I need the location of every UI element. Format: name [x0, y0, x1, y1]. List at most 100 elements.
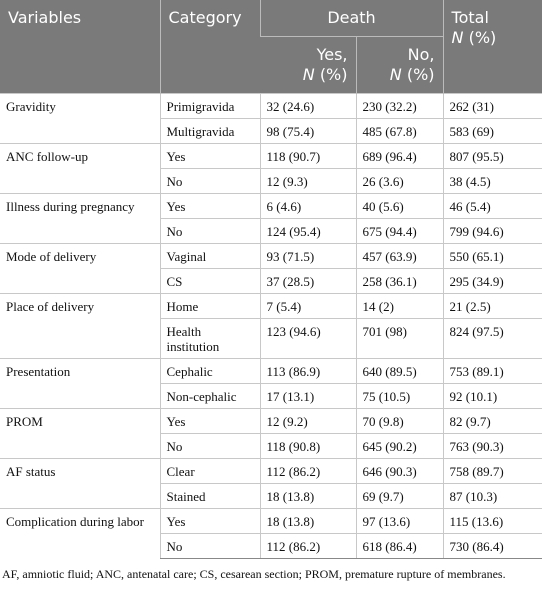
header-cell: Death	[259, 0, 444, 37]
category-cell: Vaginal	[159, 243, 260, 269]
header-text: (%)	[406, 65, 435, 84]
value-cell: 98 (75.4)	[259, 118, 356, 144]
value-cell: 295 (34.9)	[442, 268, 542, 294]
category-cell: Yes	[159, 508, 260, 534]
value-cell: 112 (86.2)	[259, 458, 356, 484]
variable-cell: Illness during pregnancy	[0, 193, 160, 244]
variable-cell: AF status	[0, 458, 160, 509]
variable-cell: Complication during labor	[0, 508, 160, 559]
table-row: Non-cephalic 17 (13.1) 75 (10.5) 92 (10.1)	[0, 383, 542, 409]
category-cell: Stained	[159, 483, 260, 509]
category-cell: Multigravida	[159, 118, 260, 144]
category-cell: Health institution	[159, 318, 260, 359]
value-cell: 618 (86.4)	[355, 533, 444, 559]
value-cell: 21 (2.5)	[442, 293, 542, 319]
variable-cell: Presentation	[0, 358, 160, 409]
category-cell: No	[159, 433, 260, 459]
value-cell: 32 (24.6)	[259, 93, 356, 119]
value-cell: 645 (90.2)	[355, 433, 444, 459]
header-cell: Total N (%)	[442, 0, 542, 94]
value-cell: 26 (3.6)	[355, 168, 444, 194]
value-cell: 230 (32.2)	[355, 93, 444, 119]
category-cell: Yes	[159, 143, 260, 169]
category-cell: No	[159, 533, 260, 559]
value-cell: 807 (95.5)	[442, 143, 542, 169]
header-cell: Yes, N (%)	[260, 36, 356, 94]
table-row: No 12 (9.3) 26 (3.6) 38 (4.5)	[0, 168, 542, 194]
variable-cell: Gravidity	[0, 93, 160, 144]
value-cell: 75 (10.5)	[355, 383, 444, 409]
value-cell: 262 (31)	[442, 93, 542, 119]
value-cell: 93 (71.5)	[259, 243, 356, 269]
value-cell: 115 (13.6)	[442, 508, 542, 534]
variable-cell: Place of delivery	[0, 293, 160, 359]
value-cell: 69 (9.7)	[355, 483, 444, 509]
value-cell: 824 (97.5)	[442, 318, 542, 359]
value-cell: 730 (86.4)	[442, 533, 542, 559]
value-cell: 118 (90.8)	[259, 433, 356, 459]
table-row: Place of delivery Home 7 (5.4) 14 (2) 21 (2.…	[0, 293, 542, 359]
category-cell: No	[159, 168, 260, 194]
category-cell: Yes	[159, 193, 260, 219]
header-text: Yes,	[316, 45, 348, 64]
value-cell: 758 (89.7)	[442, 458, 542, 484]
value-cell: 38 (4.5)	[442, 168, 542, 194]
category-cell: Primigravida	[159, 93, 260, 119]
table-row: Health institution 123 (94.6) 701 (98) 824 …	[0, 318, 542, 359]
value-cell: 118 (90.7)	[259, 143, 356, 169]
value-cell: 112 (86.2)	[259, 533, 356, 559]
value-cell: 485 (67.8)	[355, 118, 444, 144]
value-cell: 18 (13.8)	[259, 483, 356, 509]
value-cell: 14 (2)	[355, 293, 444, 319]
data-table: Variables Category Death Total N (%) Yes,…	[0, 0, 542, 559]
value-cell: 583 (69)	[442, 118, 542, 144]
header-text: Death	[327, 8, 376, 27]
value-cell: 753 (89.1)	[442, 358, 542, 384]
header-cell: Variables	[0, 0, 160, 94]
header-text: (%)	[468, 28, 497, 47]
value-cell: 123 (94.6)	[259, 318, 356, 359]
header-text: (%)	[319, 65, 348, 84]
value-cell: 646 (90.3)	[355, 458, 444, 484]
category-cell: No	[159, 218, 260, 244]
value-cell: 12 (9.2)	[259, 408, 356, 434]
value-cell: 12 (9.3)	[259, 168, 356, 194]
header-text: N	[389, 65, 402, 84]
table-row: Multigravida 98 (75.4) 485 (67.8) 583 (69)	[0, 118, 542, 144]
table-row: AF status Clear 112 (86.2) 646 (90.3) 758 (8…	[0, 458, 542, 509]
category-cell: Clear	[159, 458, 260, 484]
header-text: Total	[451, 8, 489, 27]
value-cell: 701 (98)	[355, 318, 444, 359]
value-cell: 689 (96.4)	[355, 143, 444, 169]
value-cell: 763 (90.3)	[442, 433, 542, 459]
header-cell: No, N (%)	[355, 36, 444, 94]
table-row: Gravidity Primigravida 32 (24.6) 230 (32.2)…	[0, 93, 542, 144]
value-cell: 6 (4.6)	[259, 193, 356, 219]
category-cell: CS	[159, 268, 260, 294]
header-text: N	[451, 28, 464, 47]
value-cell: 82 (9.7)	[442, 408, 542, 434]
variable-cell: PROM	[0, 408, 160, 459]
table-row: CS 37 (28.5) 258 (36.1) 295 (34.9)	[0, 268, 542, 294]
value-cell: 70 (9.8)	[355, 408, 444, 434]
value-cell: 7 (5.4)	[259, 293, 356, 319]
header-text: Variables	[8, 8, 82, 27]
category-cell: Cephalic	[159, 358, 260, 384]
value-cell: 18 (13.8)	[259, 508, 356, 534]
value-cell: 17 (13.1)	[259, 383, 356, 409]
value-cell: 457 (63.9)	[355, 243, 444, 269]
table-row: No 112 (86.2) 618 (86.4) 730 (86.4)	[0, 533, 542, 559]
value-cell: 46 (5.4)	[442, 193, 542, 219]
value-cell: 675 (94.4)	[355, 218, 444, 244]
footnote: AF, amniotic fluid; ANC, antenatal care;…	[2, 567, 506, 581]
value-cell: 258 (36.1)	[355, 268, 444, 294]
header-text: N	[302, 65, 315, 84]
variable-cell: Mode of delivery	[0, 243, 160, 294]
value-cell: 113 (86.9)	[259, 358, 356, 384]
table-row: No 118 (90.8) 645 (90.2) 763 (90.3)	[0, 433, 542, 459]
header-cell: Category	[159, 0, 260, 94]
value-cell: 92 (10.1)	[442, 383, 542, 409]
table-row: Mode of delivery Vaginal 93 (71.5) 457 (63.…	[0, 243, 542, 294]
table-row: Stained 18 (13.8) 69 (9.7) 87 (10.3)	[0, 483, 542, 509]
